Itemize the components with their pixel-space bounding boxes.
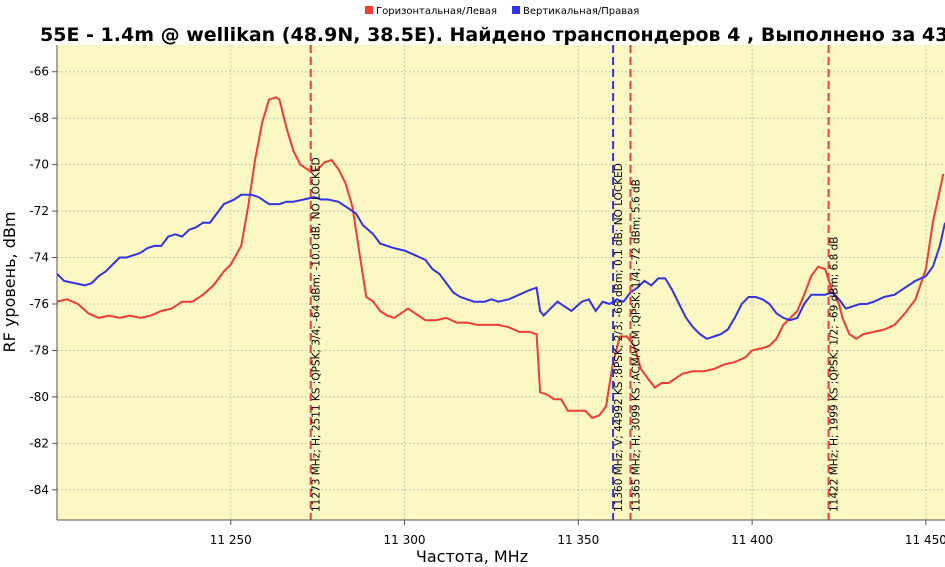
x-tick-label: 11 300 <box>384 533 426 547</box>
legend-swatch <box>512 6 521 14</box>
x-tick-label: 11 400 <box>731 533 773 547</box>
title-band <box>0 18 945 45</box>
y-tick-label: -74 <box>29 251 49 265</box>
marker-label: 11273 MHz; H; 2511 KS ;QPSK; 3/4; -64 dB… <box>311 157 323 512</box>
y-tick-label: -66 <box>29 65 49 79</box>
y-tick-label: -80 <box>29 390 49 404</box>
x-tick-label: 11 250 <box>210 533 252 547</box>
y-tick-label: -72 <box>29 204 49 218</box>
y-axis-label: RF уровень, dBm <box>0 212 19 353</box>
marker-label: 11360 MHz; V; 44992 KS ;8PSK; 2/3; -68 d… <box>613 163 625 512</box>
y-tick-label: -76 <box>29 297 49 311</box>
x-axis-label: Частота, MHz <box>416 547 528 566</box>
series-line <box>57 96 945 419</box>
y-tick-label: -70 <box>29 158 49 172</box>
chart-title: 55E - 1.4m @ wellikan (48.9N, 38.5E). На… <box>40 24 945 46</box>
y-tick-label: -68 <box>29 111 49 125</box>
y-tick-label: -78 <box>29 343 49 357</box>
marker-label: 11365 MHz; H; 3099 KS ;ACM/VCM ;QPSK; 1/… <box>630 179 642 512</box>
legend-label: Горизонтальная/Левая <box>376 6 497 17</box>
y-tick-label: -84 <box>29 483 49 497</box>
y-tick-label: -82 <box>29 436 49 450</box>
x-tick-label: 11 450 <box>905 533 945 547</box>
marker-label: 11422 MHz; H; 1999 KS ;QPSK; 1/2; -69 dB… <box>829 237 841 513</box>
legend-label: Вертикальная/Правая <box>523 6 639 17</box>
x-tick-label: 11 350 <box>557 533 599 547</box>
series-line <box>57 193 945 340</box>
plot-area <box>57 45 945 520</box>
legend-swatch <box>365 6 373 14</box>
